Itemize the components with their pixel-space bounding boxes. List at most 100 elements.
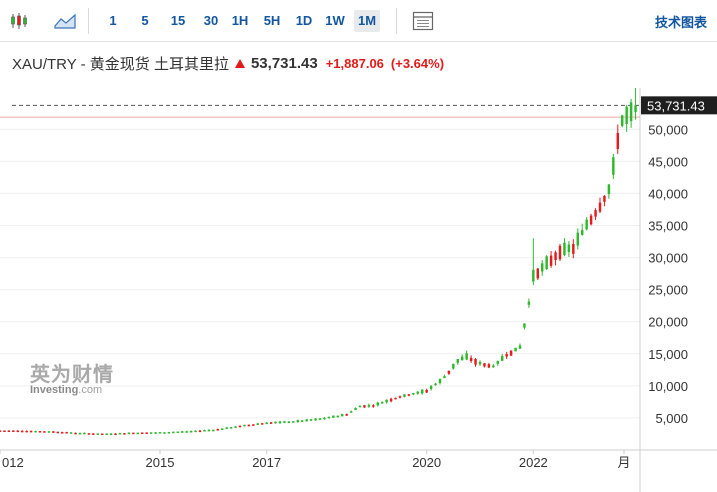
candle-body [563,242,566,255]
candle-body [603,195,606,202]
y-tick-label: 45,000 [648,154,688,169]
candle-body [576,232,579,246]
last-price-label-bg [641,96,717,115]
candle-body [25,430,28,433]
candle-body [332,415,335,418]
candle-body [252,424,255,426]
candle-body [443,376,446,379]
candle-body [416,391,419,394]
candle-body [429,385,433,390]
x-tick-label: 月 [617,455,630,470]
area-chart-icon[interactable] [52,9,78,33]
candle-body [381,402,384,404]
x-tick-label: 2017 [252,455,281,470]
candle-body [598,202,602,212]
candle-body [181,431,184,433]
candle-body [194,430,197,433]
candle-body [145,432,148,434]
candle-body [518,345,522,349]
candle-body [69,432,73,434]
last-price-label: 53,731.43 [647,98,705,113]
candle-body [3,430,6,432]
candle-body [78,432,82,435]
candle-body [21,430,24,433]
y-tick-label: 5,000 [655,411,688,426]
candle-body [514,347,517,352]
toolbar-separator [396,8,397,34]
candle-body [167,432,171,434]
candle-body [7,430,11,432]
candle-body [74,432,77,435]
candle-body [16,430,19,433]
candle-body [87,433,91,435]
candle-body [265,422,268,425]
candle-body [527,301,531,305]
candle-body [261,423,264,425]
candle-body [469,357,473,362]
candle-body [47,431,51,433]
candle-body [0,430,2,432]
candle-body [412,393,415,395]
candle-body [269,422,273,424]
candle-body [625,106,628,124]
y-tick-label: 20,000 [648,315,688,330]
candle-body [172,431,175,434]
candle-body [52,431,55,433]
candle-body [12,430,15,433]
candle-body [403,394,406,397]
candle-body [358,405,362,408]
candle-body [198,430,202,433]
candle-body [287,421,291,424]
y-tick-label: 10,000 [648,379,688,394]
interval-15[interactable]: 15 [170,13,186,28]
interval-30[interactable]: 30 [203,13,219,28]
interval-1m[interactable]: 1M [354,10,380,32]
interval-5h[interactable]: 5H [263,13,281,28]
last-price: 53,731.43 [250,54,318,72]
candle-body [221,428,224,430]
y-tick-label: 30,000 [648,251,688,266]
candle-body [505,354,508,357]
candle-body [425,389,428,393]
interval-1w[interactable]: 1W [325,13,345,28]
candlestick-chart-icon[interactable] [6,9,32,33]
candle-body [478,361,482,365]
candle-body [456,359,459,363]
candle-body [492,365,495,368]
interval-1d[interactable]: 1D [295,13,313,28]
candle-body [123,433,126,435]
candle-body [572,244,575,254]
candle-body [558,245,562,260]
candle-body [158,432,162,434]
candle-body [487,364,491,368]
x-tick-label: 2015 [146,455,175,470]
toolbar-separator [88,8,89,34]
watermark-en: Investing [30,384,79,396]
candle-body [132,432,135,435]
candle-body [536,268,539,279]
candle-body [438,378,442,383]
interval-1[interactable]: 1 [109,13,117,28]
candle-body [101,433,104,436]
candle-body [305,419,308,422]
candle-body [509,350,513,356]
candle-body [105,433,108,436]
watermark-en-suffix: .com [78,384,103,396]
interval-1h[interactable]: 1H [231,13,249,28]
instrument-title: XAU/TRY - 黄金现货 土耳其里拉 [12,55,229,73]
candle-body [207,429,211,432]
price-chart[interactable]: 5,000 10,000 15,000 20,000 25,000 30,000 35,00… [0,88,717,492]
candle-body [96,433,99,435]
candle-body [452,363,455,369]
data-table-icon[interactable] [410,9,436,33]
candle-body [109,433,113,436]
candle-body [541,263,544,272]
technical-chart-link[interactable]: 技术图表 [654,15,707,30]
candle-body [118,432,122,435]
candle-body [581,230,584,235]
candle-body [83,432,86,435]
interval-5[interactable]: 5 [141,13,149,28]
candle-body [545,256,548,270]
x-tick-label: 2020 [412,455,441,470]
candle-body [256,423,259,425]
